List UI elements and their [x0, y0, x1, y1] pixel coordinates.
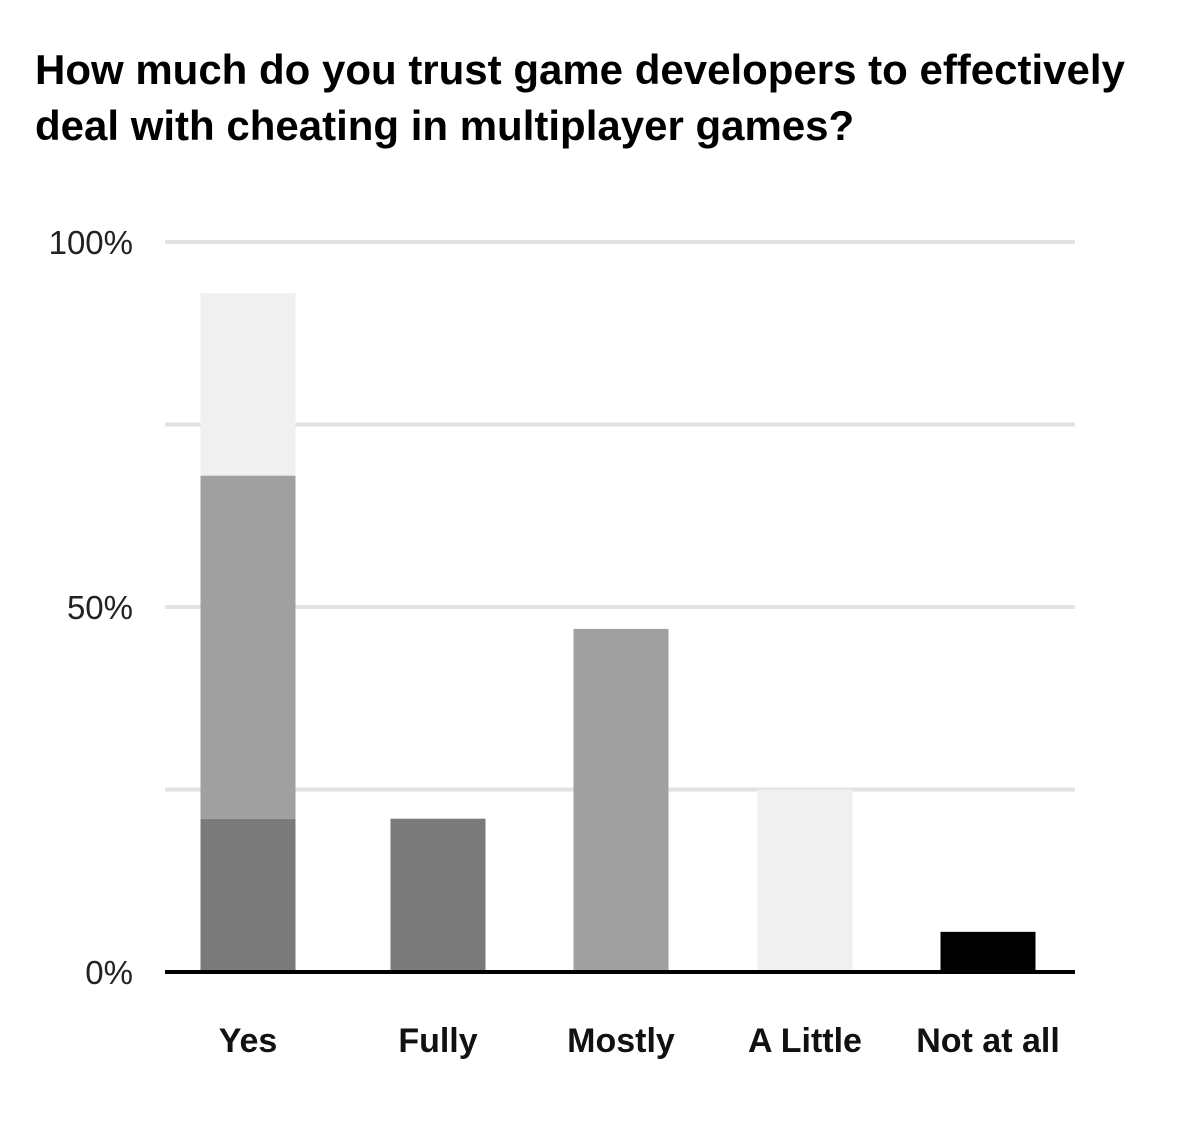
x-category-label: Fully [398, 1022, 477, 1060]
bar-segment [200, 293, 296, 476]
x-category-label: Not at all [916, 1022, 1060, 1060]
y-tick-label: 0% [85, 954, 133, 991]
x-category-label: A Little [748, 1022, 862, 1060]
bar-segment [200, 818, 296, 972]
bars [200, 293, 1036, 972]
y-tick-label: 50% [67, 589, 133, 626]
x-category-label: Mostly [567, 1022, 675, 1060]
bar-segment [757, 789, 853, 972]
chart-title: How much do you trust game developers to… [35, 46, 1125, 149]
bar-segment [390, 818, 486, 972]
bar-segment [573, 628, 669, 972]
x-category-label: Yes [219, 1022, 278, 1060]
axes: 0% 50% 100% Yes Fully Mostly A Little Not at al… [49, 224, 1075, 1060]
y-tick-label: 100% [49, 224, 133, 261]
bar-segment [200, 475, 296, 819]
bar-segment [940, 931, 1036, 972]
